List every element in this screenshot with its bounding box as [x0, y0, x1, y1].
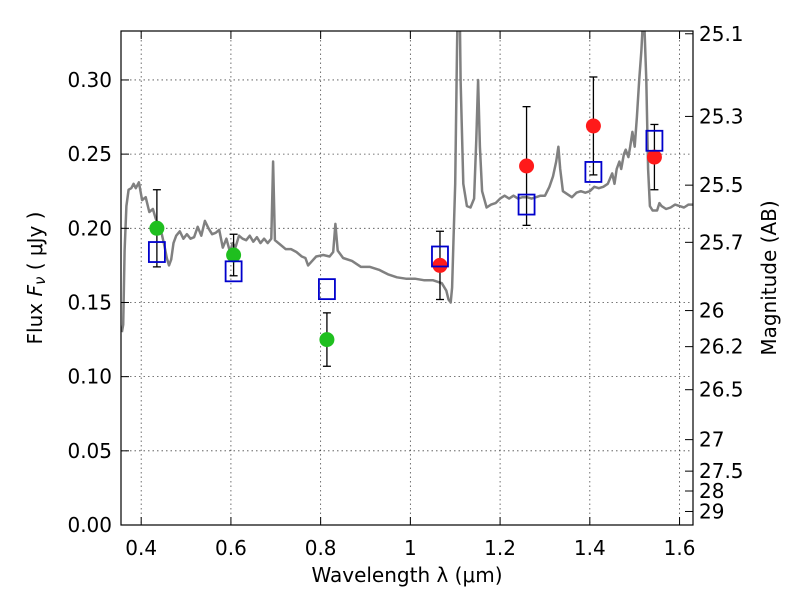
- observed-flux-point-red: [432, 257, 448, 273]
- plot-frame: [120, 30, 694, 526]
- x-tick-label: 1: [404, 536, 417, 560]
- x-tick-label: 1.2: [484, 536, 516, 560]
- observed-flux-point-green: [149, 220, 165, 236]
- y-tick-label: 0.05: [67, 439, 112, 463]
- y-tick-label: 0.00: [67, 513, 112, 537]
- model-flux-square: [318, 278, 336, 301]
- mag-tick-label: 25.3: [699, 104, 744, 128]
- observed-flux-point-green: [226, 247, 242, 263]
- model-flux-square: [224, 260, 243, 283]
- mag-tick-label: 25.5: [699, 173, 744, 197]
- x-tick-label: 0.4: [125, 536, 157, 560]
- observed-flux-point-red: [646, 149, 662, 165]
- y-axis-label: Flux Fν ( μJy ): [23, 212, 49, 345]
- y-tick-label: 0.15: [67, 290, 112, 314]
- mag-tick-label: 25.7: [699, 230, 744, 254]
- model-flux-square: [645, 129, 664, 152]
- tick-marks: [121, 31, 693, 526]
- model-flux-square: [584, 161, 603, 183]
- x-tick-label: 1.4: [574, 536, 606, 560]
- y-tick-label: 0.30: [67, 68, 112, 92]
- mag-tick-label: 27: [699, 428, 724, 452]
- y-tick-label: 0.20: [67, 216, 112, 240]
- observed-flux-point-red: [585, 118, 601, 134]
- observed-flux-point-red: [519, 158, 535, 174]
- right-axis-label: Magnitude (AB): [757, 200, 781, 355]
- observed-flux-point-green: [319, 332, 335, 348]
- mag-tick-label: 26.5: [699, 378, 744, 402]
- mag-tick-label: 25.1: [699, 22, 744, 46]
- y-axis-label-part: F: [23, 285, 47, 297]
- mag-tick-label: 26.2: [699, 335, 744, 359]
- x-tick-label: 0.6: [215, 536, 247, 560]
- x-tick-label: 0.8: [305, 536, 337, 560]
- model-spectrum-line: [121, 31, 693, 333]
- data-marks: [147, 76, 664, 367]
- spectrum-layer: [121, 31, 693, 333]
- mag-tick-label: 26: [699, 299, 724, 323]
- model-flux-square: [431, 245, 449, 268]
- y-axis-label-part: ν: [31, 277, 49, 285]
- y-tick-label: 0.10: [67, 365, 112, 389]
- mag-tick-label: 28: [699, 479, 724, 503]
- x-tick-label: 1.6: [664, 536, 696, 560]
- tick-labels: 0.4 0.6 0.8 1 1.2 1.4 1.6 0.00 0.05 0.10 0.15 0.20 0…: [67, 22, 743, 560]
- x-axis-label: Wavelength λ (μm): [311, 563, 502, 587]
- model-flux-square: [147, 241, 166, 263]
- mag-tick-label: 29: [699, 499, 724, 523]
- y-axis-label-part: Flux: [23, 297, 47, 345]
- y-axis-label-part: ( μJy ): [23, 212, 47, 277]
- y-tick-label: 0.25: [67, 142, 112, 166]
- model-flux-square: [517, 193, 536, 216]
- grid: [121, 31, 693, 525]
- mag-tick-label: 27.5: [699, 459, 744, 483]
